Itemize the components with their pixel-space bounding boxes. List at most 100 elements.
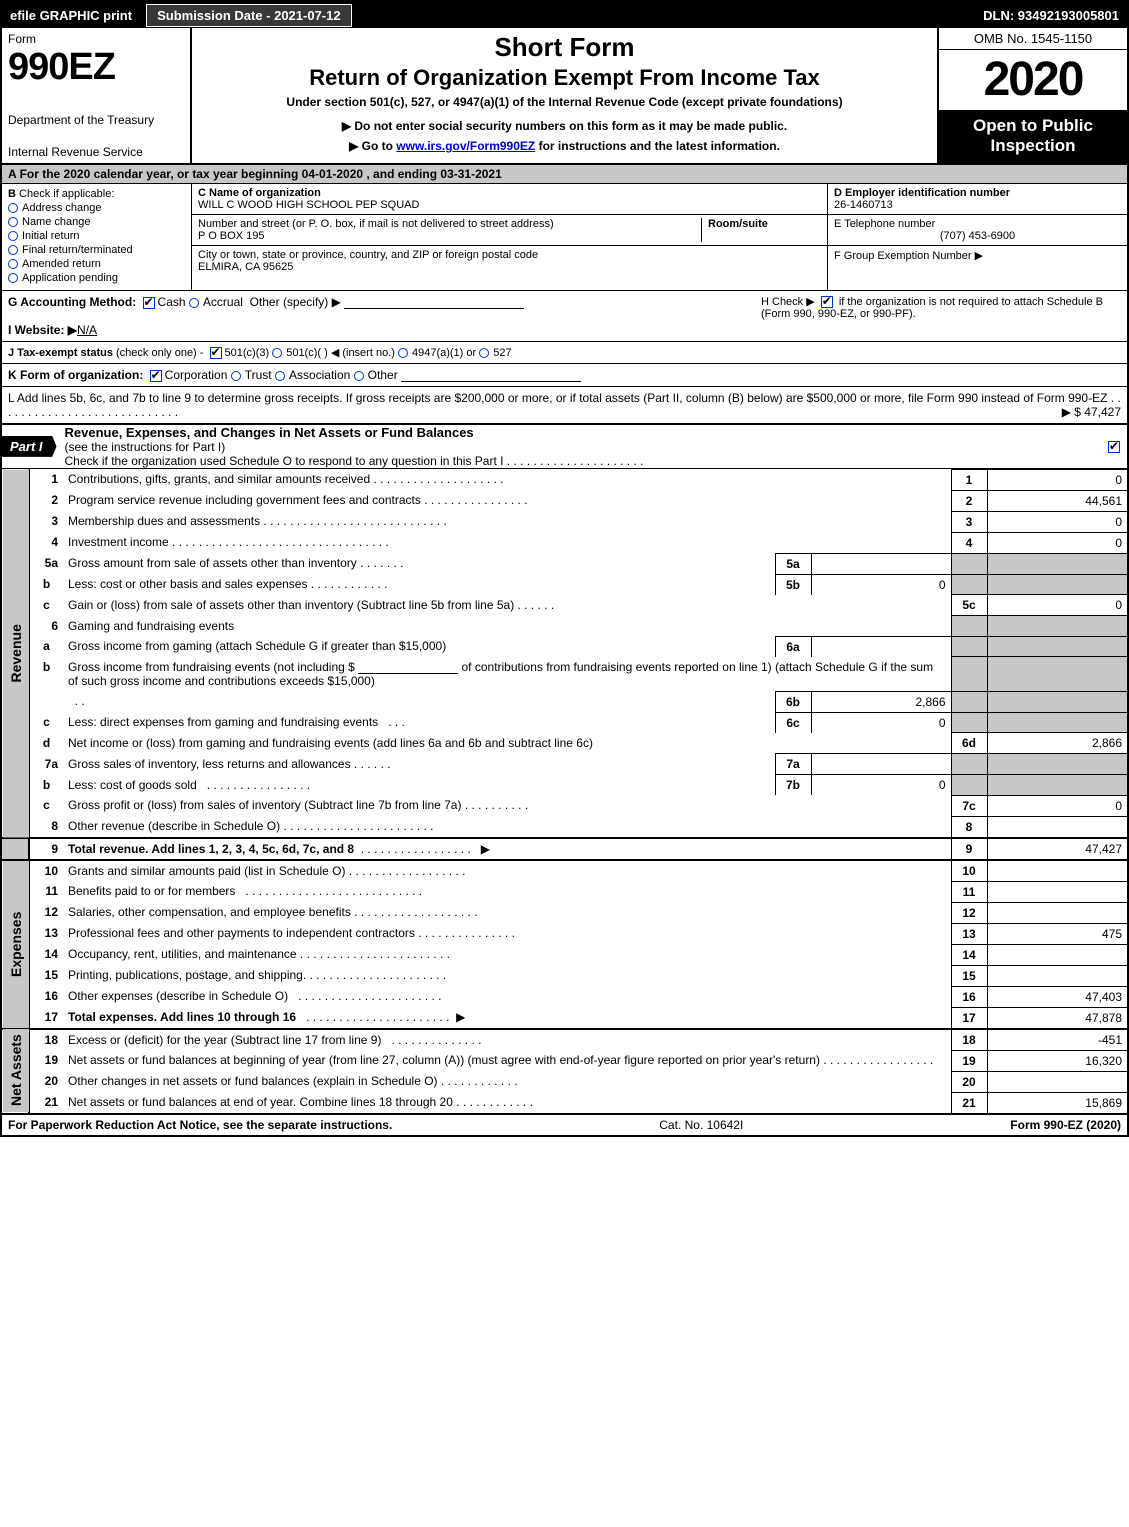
row-j: J Tax-exempt status (check only one) - 5… [2,342,1127,364]
under-section: Under section 501(c), 527, or 4947(a)(1)… [202,95,927,109]
ssn-warning: ▶ Do not enter social security numbers o… [202,119,927,133]
part-i-check: Check if the organization used Schedule … [65,454,1101,468]
l5c-desc: Gain or (loss) from sale of assets other… [68,598,514,612]
irs-label: Internal Revenue Service [8,145,184,159]
l5b-desc: Less: cost or other basis and sales expe… [68,577,307,591]
l3-val: 0 [987,511,1127,532]
goto-pre: ▶ Go to [349,139,396,153]
tax-year: 2020 [939,50,1127,110]
form-label: Form [8,32,184,46]
expenses-sidelabel: Expenses [2,860,29,1029]
goto-post: for instructions and the latest informat… [535,139,780,153]
k-opt3: Other [368,368,398,382]
j-4947[interactable] [398,348,408,358]
e-label: E Telephone number [834,218,935,230]
l20-val [987,1071,1127,1092]
l15-desc: Printing, publications, postage, and shi… [68,968,306,982]
netassets-sidelabel: Net Assets [2,1029,29,1113]
i-label: I Website: ▶ [8,323,77,337]
omb-number: OMB No. 1545-1150 [939,28,1127,50]
j-opt1: 501(c)( ) ◀ (insert no.) [286,347,395,359]
l-text: L Add lines 5b, 6c, and 7b to line 9 to … [8,391,1107,405]
j-501c[interactable] [272,348,282,358]
l12-desc: Salaries, other compensation, and employ… [68,905,351,919]
row-k: K Form of organization: Corporation Trus… [2,364,1127,387]
l21-desc: Net assets or fund balances at end of ye… [68,1095,453,1109]
k-corp[interactable] [150,370,162,382]
k-trust[interactable] [231,371,241,381]
l19-desc: Net assets or fund balances at beginning… [68,1053,820,1067]
form-header: Form 990EZ Department of the Treasury In… [2,28,1127,165]
col-b: B Check if applicable: Address change Na… [2,184,192,290]
part-i-title: Revenue, Expenses, and Changes in Net As… [65,425,474,440]
j-opt3: 527 [493,347,511,359]
form-990ez-page: efile GRAPHIC print Submission Date - 20… [0,0,1129,1137]
l6c-desc: Less: direct expenses from gaming and fu… [68,715,378,729]
cash-checkbox[interactable] [143,297,155,309]
l1-val: 0 [987,469,1127,490]
l7b-desc: Less: cost of goods sold [68,778,197,792]
part-i-checkbox[interactable] [1108,441,1120,453]
l6d-val: 2,866 [987,733,1127,754]
l6a-desc: Gross income from gaming (attach Schedul… [68,639,446,653]
b-opt-3: Final return/terminated [22,244,133,256]
l20-desc: Other changes in net assets or fund bala… [68,1074,438,1088]
l6b-desc1: Gross income from fundraising events (no… [68,660,355,674]
h-checkbox[interactable] [821,296,833,308]
l3-desc: Membership dues and assessments [68,514,260,528]
h-block: H Check ▶ if the organization is not req… [761,295,1121,320]
l8-val [987,816,1127,838]
l16-desc: Other expenses (describe in Schedule O) [68,989,288,1003]
l14-desc: Occupancy, rent, utilities, and maintena… [68,947,297,961]
k-opt2: Association [289,368,350,382]
part-i-header: Part I Revenue, Expenses, and Changes in… [2,425,1127,469]
header-left: Form 990EZ Department of the Treasury In… [2,28,192,163]
accrual-radio[interactable] [189,298,199,308]
form-number: 990EZ [8,46,184,89]
k-assoc[interactable] [275,371,285,381]
l8-desc: Other revenue (describe in Schedule O) [68,819,280,833]
l7c-desc: Gross profit or (loss) from sales of inv… [68,798,461,812]
part-i-tag: Part I [2,436,57,457]
k-label: K Form of organization: [8,368,143,382]
c-street-label: Number and street (or P. O. box, if mail… [198,218,554,230]
b-opt-5: Application pending [22,272,118,284]
j-527[interactable] [479,348,489,358]
f-label: F Group Exemption Number ▶ [834,250,983,262]
submission-date: Submission Date - 2021-07-12 [146,4,352,27]
l6a-mv [811,636,951,657]
l5a-mv [811,553,951,574]
l6b-mv: 2,866 [811,691,951,712]
page-footer: For Paperwork Reduction Act Notice, see … [2,1113,1127,1135]
b-opt-4: Amended return [22,258,101,270]
l5a-desc: Gross amount from sale of assets other t… [68,556,357,570]
l18-val: -451 [987,1029,1127,1051]
org-city: ELMIRA, CA 95625 [198,261,293,273]
l5c-val: 0 [987,595,1127,616]
k-other[interactable] [354,371,364,381]
line-a-text: For the 2020 calendar year, or tax year … [20,167,502,181]
part-i-sub: (see the instructions for Part I) [65,440,1101,454]
c-city-label: City or town, state or province, country… [198,249,538,261]
l11-val [987,881,1127,902]
l21-val: 15,869 [987,1092,1127,1113]
l7a-mv [811,754,951,775]
lines-table: Revenue 1 Contributions, gifts, grants, … [2,469,1127,1113]
j-501c3[interactable] [210,347,222,359]
line-a: A For the 2020 calendar year, or tax yea… [2,165,1127,184]
l17-val: 47,878 [987,1007,1127,1029]
dept-label: Department of the Treasury [8,113,184,127]
g-other: Other (specify) ▶ [250,295,341,309]
b-opt-2: Initial return [22,230,79,242]
l10-val [987,860,1127,882]
return-title: Return of Organization Exempt From Incom… [202,65,927,91]
irs-link[interactable]: www.irs.gov/Form990EZ [396,139,535,153]
website-value: N/A [77,323,97,337]
l4-val: 0 [987,532,1127,553]
g-cash: Cash [158,295,186,309]
k-opt1: Trust [245,368,272,382]
g-label: G Accounting Method: [8,295,136,309]
ein-value: 26-1460713 [834,199,893,211]
l14-val [987,944,1127,965]
d-label: D Employer identification number [834,187,1010,199]
